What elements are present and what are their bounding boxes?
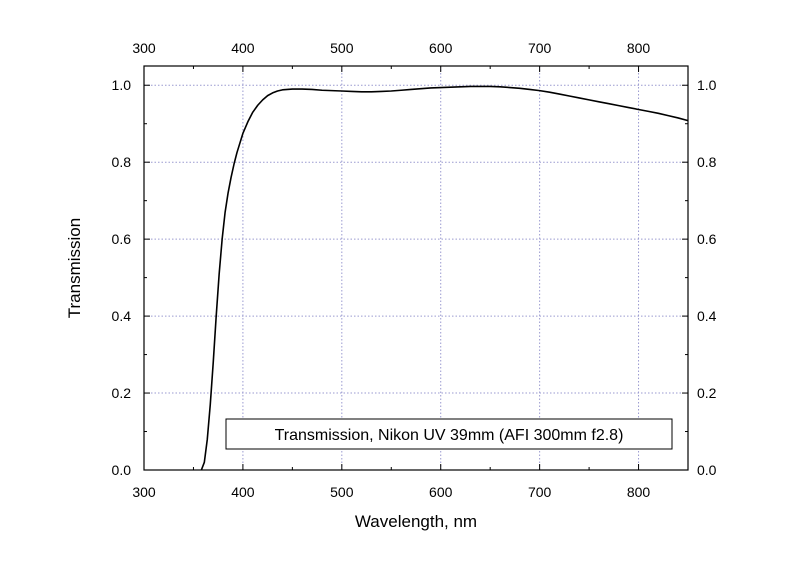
y-tick-label: 0.4 (112, 308, 132, 324)
legend-entry: Transmission, Nikon UV 39mm (AFI 300mm f… (275, 427, 624, 444)
y-right-tick-label: 0.8 (697, 154, 717, 170)
data-layer (200, 85, 689, 471)
y-tick-label: 0.0 (112, 462, 132, 478)
y-tick-label: 1.0 (112, 77, 132, 93)
y-right-tick-label: 0.4 (697, 308, 717, 324)
y-tick-label: 0.8 (112, 154, 132, 170)
x-top-tick-label: 500 (330, 40, 354, 56)
axis-ticks (143, 66, 688, 471)
x-top-tick-label: 300 (132, 40, 156, 56)
y-tick-label: 0.6 (112, 231, 132, 247)
y-right-tick-label: 0.2 (697, 385, 717, 401)
x-top-tick-label: 400 (231, 40, 255, 56)
y-tick-label: 0.2 (112, 385, 132, 401)
x-top-tick-label: 700 (528, 40, 552, 56)
y-right-tick-label: 1.0 (697, 77, 717, 93)
legend: Transmission, Nikon UV 39mm (AFI 300mm f… (225, 418, 673, 450)
x-top-tick-label: 800 (627, 40, 651, 56)
tick-labels: 300 300 400 400 500 500 600 600 700 700 800 800 0.0 0… (112, 40, 717, 500)
x-tick-label: 600 (429, 484, 453, 500)
y-right-tick-label: 0.6 (697, 231, 717, 247)
x-tick-label: 700 (528, 484, 552, 500)
x-tick-label: 500 (330, 484, 354, 500)
plot-frame (143, 65, 689, 471)
legend-box (225, 418, 673, 450)
y-right-tick-label: 0.0 (697, 462, 717, 478)
series-line (200, 85, 689, 471)
x-axis-title: Wavelength, nm (355, 512, 477, 531)
x-top-tick-label: 600 (429, 40, 453, 56)
x-tick-label: 300 (132, 484, 156, 500)
grid-lines (144, 66, 688, 470)
x-tick-label: 400 (231, 484, 255, 500)
x-tick-label: 800 (627, 484, 651, 500)
y-axis-title: Transmission (65, 218, 84, 318)
